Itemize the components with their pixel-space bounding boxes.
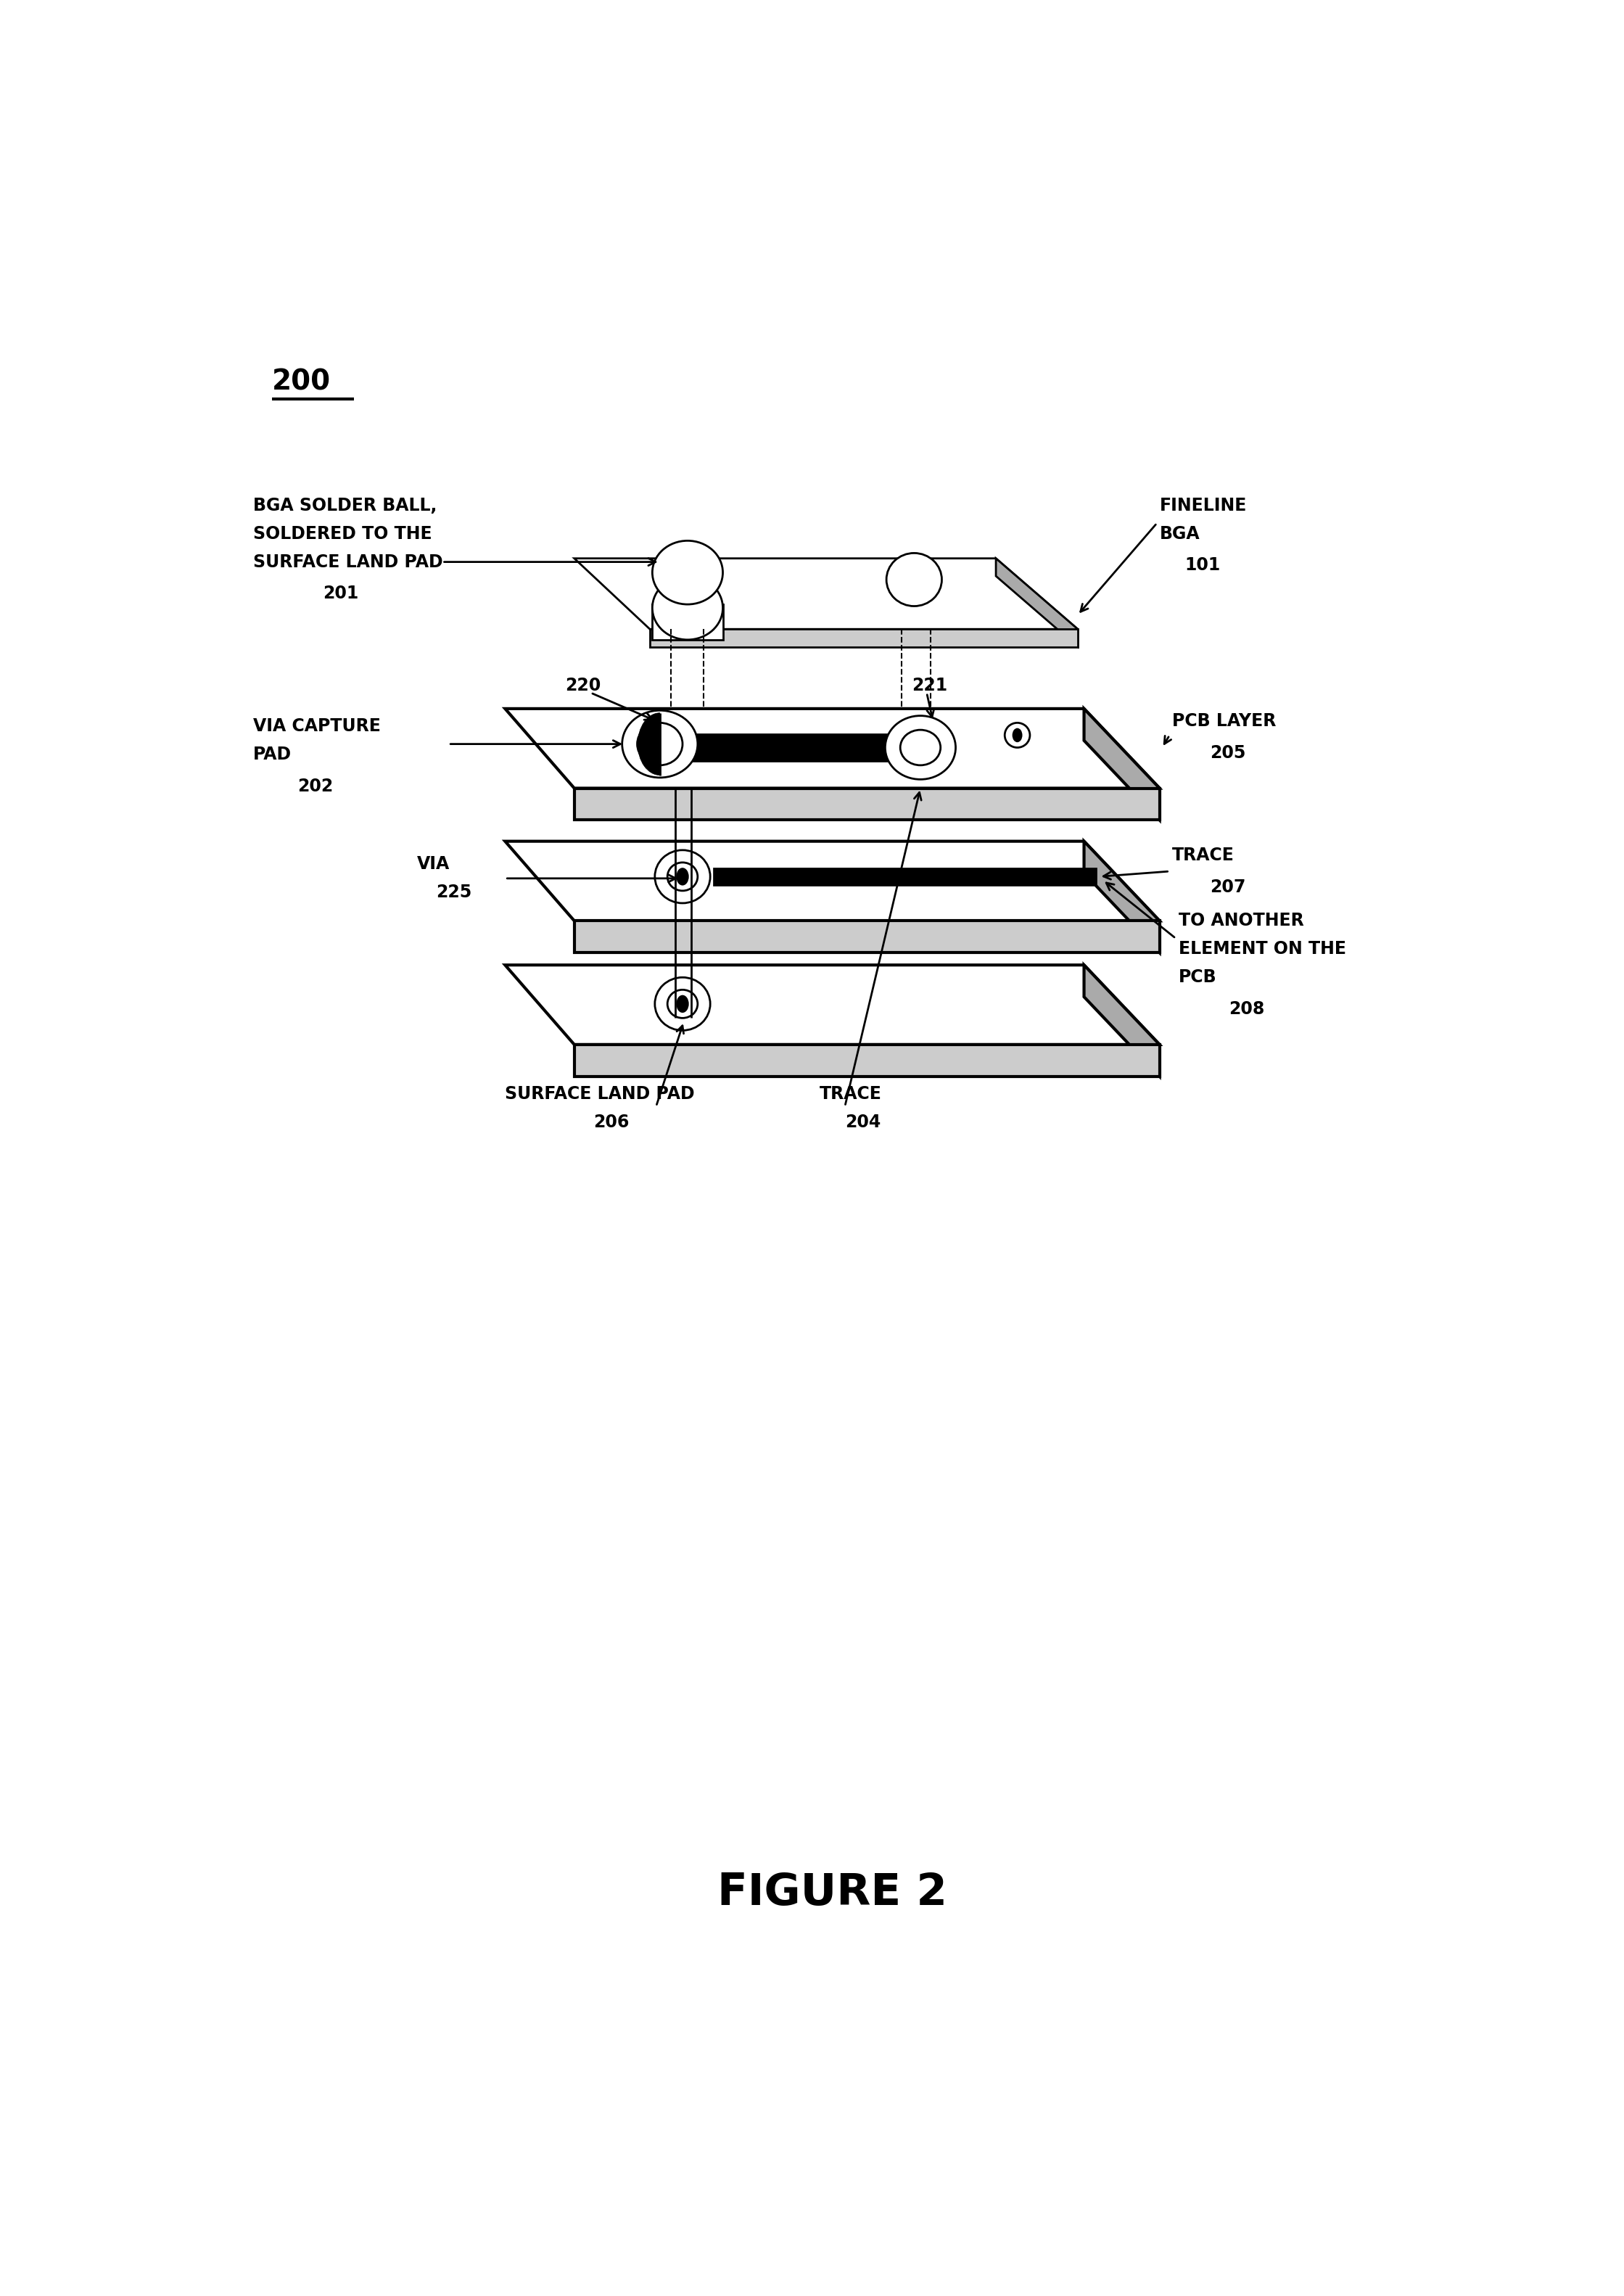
Text: 204: 204 — [844, 1114, 880, 1132]
Polygon shape — [996, 558, 1078, 647]
Text: 200: 200 — [273, 367, 331, 395]
Bar — [713, 868, 1096, 886]
Text: TRACE: TRACE — [820, 1086, 882, 1102]
Text: 206: 206 — [593, 1114, 628, 1132]
Text: VIA CAPTURE: VIA CAPTURE — [253, 719, 382, 735]
Text: TO ANOTHER: TO ANOTHER — [1179, 912, 1304, 930]
Polygon shape — [1085, 840, 1160, 953]
Text: FIGURE 2: FIGURE 2 — [718, 1871, 947, 1915]
Ellipse shape — [637, 723, 682, 765]
Text: 225: 225 — [435, 884, 471, 902]
Polygon shape — [1085, 709, 1160, 820]
Text: ELEMENT ON THE: ELEMENT ON THE — [1179, 941, 1346, 957]
Polygon shape — [505, 840, 1160, 921]
Text: PCB: PCB — [1179, 969, 1216, 985]
Text: 101: 101 — [1186, 556, 1220, 574]
Text: 201: 201 — [323, 585, 359, 602]
Ellipse shape — [667, 990, 698, 1017]
Polygon shape — [505, 709, 1160, 788]
Circle shape — [676, 868, 689, 886]
Text: BGA: BGA — [1160, 526, 1200, 542]
Text: PCB LAYER: PCB LAYER — [1173, 712, 1276, 730]
Wedge shape — [638, 712, 659, 776]
Polygon shape — [575, 1045, 1160, 1077]
Ellipse shape — [622, 709, 698, 778]
Text: PAD: PAD — [253, 746, 292, 762]
Text: 208: 208 — [1229, 1001, 1265, 1017]
Bar — [653, 604, 723, 641]
Ellipse shape — [900, 730, 940, 765]
Ellipse shape — [653, 576, 723, 641]
Text: VIA: VIA — [417, 856, 450, 872]
Ellipse shape — [885, 716, 955, 778]
Circle shape — [676, 994, 689, 1013]
Ellipse shape — [887, 553, 942, 606]
Text: FINELINE: FINELINE — [1160, 496, 1247, 514]
Text: 207: 207 — [1210, 879, 1246, 895]
Polygon shape — [575, 921, 1160, 953]
Text: 221: 221 — [911, 677, 947, 693]
Text: 202: 202 — [297, 778, 333, 794]
Text: TRACE: TRACE — [1173, 847, 1234, 863]
Text: BGA SOLDER BALL,: BGA SOLDER BALL, — [253, 496, 437, 514]
Ellipse shape — [667, 863, 698, 891]
Polygon shape — [575, 788, 1160, 820]
Text: 220: 220 — [565, 677, 601, 693]
Text: 205: 205 — [1210, 744, 1246, 762]
Ellipse shape — [654, 850, 710, 902]
Text: SOLDERED TO THE: SOLDERED TO THE — [253, 526, 432, 542]
Text: SURFACE LAND PAD: SURFACE LAND PAD — [253, 553, 443, 572]
Ellipse shape — [653, 542, 723, 604]
Polygon shape — [505, 964, 1160, 1045]
Polygon shape — [1085, 964, 1160, 1077]
Circle shape — [1012, 728, 1023, 742]
Polygon shape — [650, 629, 1078, 647]
Ellipse shape — [1005, 723, 1030, 748]
Polygon shape — [575, 558, 1078, 629]
Ellipse shape — [654, 978, 710, 1031]
Bar — [659, 732, 921, 762]
Text: SURFACE LAND PAD: SURFACE LAND PAD — [505, 1086, 695, 1102]
